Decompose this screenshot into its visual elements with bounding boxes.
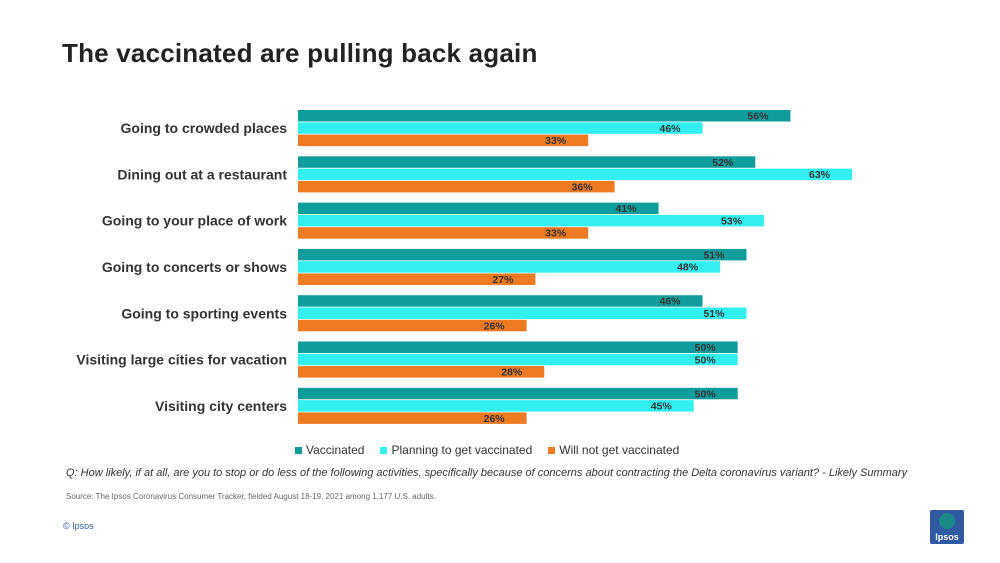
legend-item-planning: Planning to get vaccinated: [380, 443, 532, 457]
legend-label-planning: Planning to get vaccinated: [391, 443, 533, 457]
source-note: Source: The Ipsos Coronavirus Consumer T…: [66, 492, 436, 501]
bar: [298, 122, 703, 134]
bar: [298, 353, 738, 366]
bar: [298, 261, 721, 273]
bar: [298, 168, 852, 181]
bar: [298, 387, 738, 400]
bar-value-label: 33%: [545, 228, 567, 240]
legend-item-vaccinated: Vaccinated: [295, 443, 364, 457]
bar-value-label: 45%: [651, 401, 673, 413]
logo-mark-icon: [939, 513, 955, 529]
bar: [298, 180, 615, 193]
bar: [298, 341, 738, 353]
legend-swatch-planning: [380, 446, 388, 454]
bar-value-label: 51%: [703, 249, 725, 261]
legend-swatch-vaccinated: [295, 446, 302, 454]
ipsos-logo: Ipsos: [930, 510, 964, 544]
bar-value-label: 52%: [712, 157, 734, 169]
bar-value-label: 51%: [703, 308, 725, 320]
category-label: Visiting large cities for vacation: [76, 352, 287, 368]
copyright-text: © Ipsos: [63, 521, 94, 531]
bar-value-label: 41%: [616, 203, 638, 215]
bar-value-label: 26%: [484, 413, 506, 425]
bar: [298, 134, 589, 147]
bar: [298, 156, 756, 168]
bar: [298, 295, 703, 307]
bar-value-label: 28%: [501, 367, 523, 379]
bar: [298, 227, 589, 239]
legend-label-vaccinated: Vaccinated: [306, 443, 365, 457]
bar-value-label: 27%: [492, 274, 514, 286]
category-label: Going to your place of work: [102, 213, 287, 229]
bar: [298, 307, 747, 319]
bar: [298, 214, 765, 227]
bar-value-label: 26%: [484, 320, 506, 332]
bar-value-label: 53%: [721, 215, 743, 227]
category-label: Visiting city centers: [155, 398, 287, 414]
survey-question: Q: How likely, if at all, are you to sto…: [66, 467, 908, 479]
bar-value-label: 33%: [545, 135, 567, 147]
bar-value-label: 50%: [695, 388, 717, 400]
bar: [298, 412, 527, 424]
bar: [298, 273, 536, 285]
bar: [298, 319, 527, 332]
logo-text: Ipsos: [935, 532, 959, 542]
legend-item-will-not: Will not get vaccinated: [548, 443, 679, 457]
category-label: Going to crowded places: [121, 120, 288, 136]
bar-value-label: 46%: [659, 123, 681, 135]
bar: [298, 400, 694, 412]
category-label: Going to concerts or shows: [102, 259, 287, 275]
chart-legend: Vaccinated Planning to get vaccinated Wi…: [295, 443, 679, 457]
category-label: Dining out at a restaurant: [117, 166, 287, 182]
bar-value-label: 48%: [677, 262, 699, 274]
legend-swatch-will-not: [548, 446, 556, 454]
bar-value-label: 56%: [747, 111, 769, 123]
bar-value-label: 63%: [809, 169, 831, 181]
bar: [298, 366, 545, 378]
bar-value-label: 46%: [659, 296, 681, 308]
legend-label-will-not: Will not get vaccinated: [559, 443, 680, 457]
bar-value-label: 36%: [572, 181, 594, 193]
bar: [298, 110, 791, 122]
page-title: The vaccinated are pulling back again: [62, 38, 538, 68]
bar-value-label: 50%: [695, 342, 717, 354]
category-label: Going to sporting events: [121, 305, 287, 321]
bar-value-label: 50%: [695, 354, 717, 366]
bar: [298, 202, 659, 215]
bar: [298, 248, 747, 261]
